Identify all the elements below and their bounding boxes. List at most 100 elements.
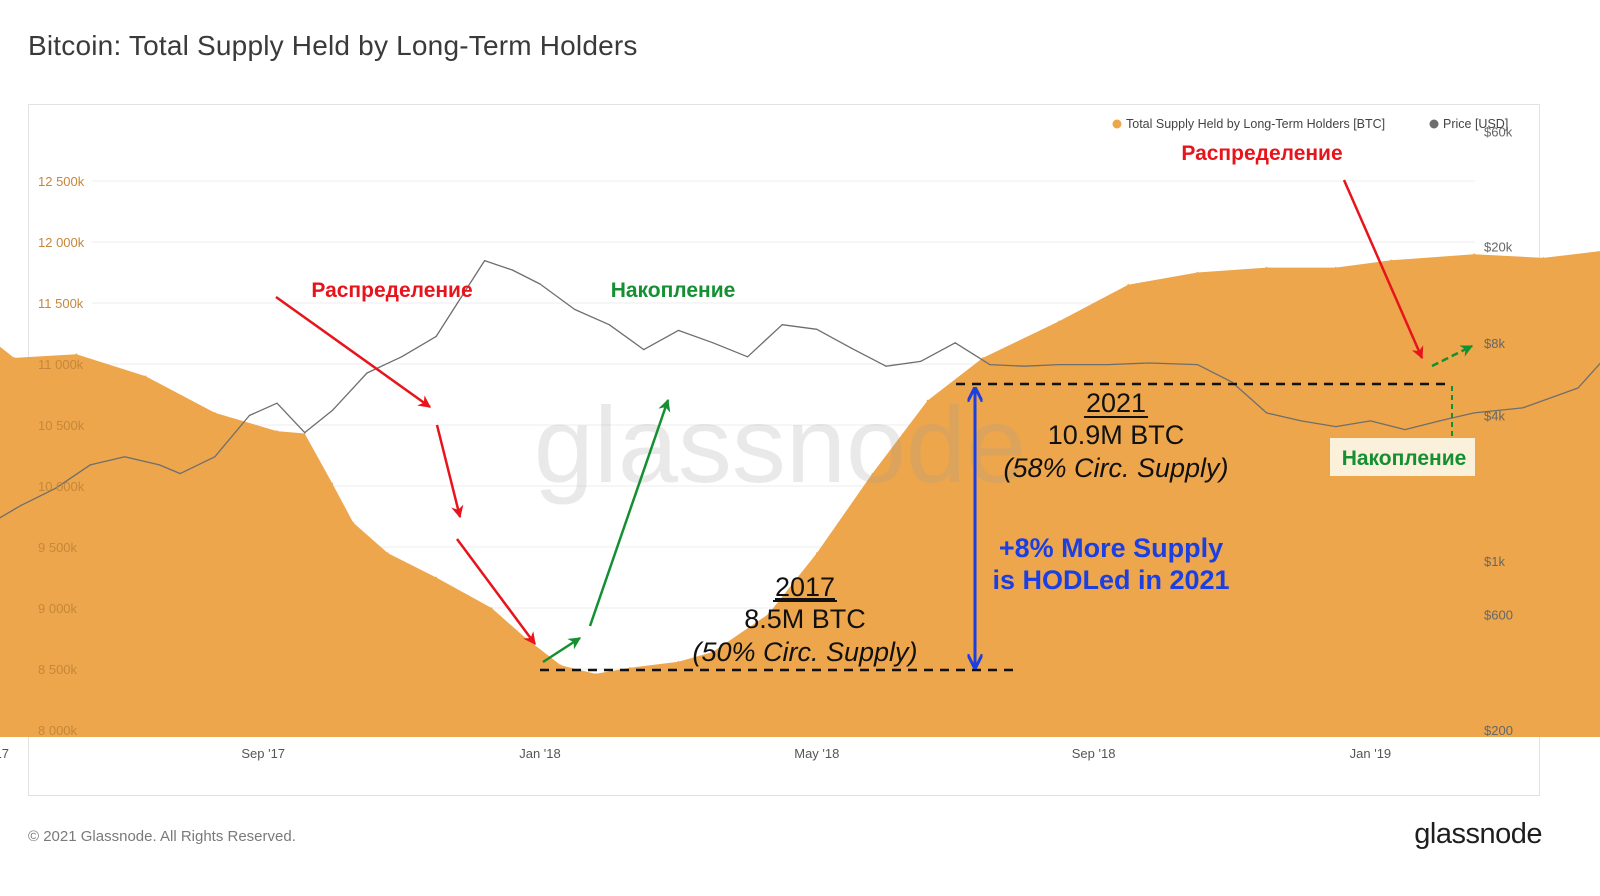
right-tick-label-5: $20k <box>1484 240 1513 255</box>
copyright-footer: © 2021 Glassnode. All Rights Reserved. <box>28 828 296 845</box>
left-tick-label-9: 12 500k <box>38 174 85 189</box>
supply-point-15 <box>144 375 147 378</box>
price-point-42 <box>677 329 680 331</box>
price-point-44 <box>747 356 749 358</box>
price-point-47 <box>850 347 853 349</box>
x-tick-label-6: Sep '18 <box>1072 746 1116 761</box>
supply-point-42 <box>1542 257 1545 259</box>
supply-point-24 <box>525 637 527 640</box>
left-tick-label-6: 11 000k <box>38 357 84 372</box>
price-point-53 <box>1058 364 1060 366</box>
price-point-62 <box>1404 429 1406 431</box>
price-point-34 <box>401 356 403 358</box>
price-line-layer <box>0 259 1600 519</box>
price-point-39 <box>574 308 576 310</box>
supply-point-29 <box>712 651 714 653</box>
price-point-66 <box>1577 387 1579 389</box>
supply-point-41 <box>1473 253 1475 255</box>
price-point-49 <box>920 360 922 362</box>
right-tick-label-2: $1k <box>1484 554 1505 569</box>
price-point-22 <box>20 504 22 506</box>
price-point-29 <box>248 414 250 417</box>
supply-point-19 <box>331 482 334 485</box>
price-point-57 <box>1231 381 1233 383</box>
supply-point-40 <box>1390 259 1392 262</box>
price-point-55 <box>1148 362 1150 364</box>
value-2021-label: 10.9M BTC <box>1048 420 1185 450</box>
accumulation-arrow-1b <box>588 398 671 627</box>
supply-point-28 <box>677 660 680 663</box>
price-point-26 <box>158 464 160 466</box>
left-tick-label-1: 8 500k <box>38 662 78 677</box>
pct-2017-label: (50% Circ. Supply) <box>692 637 917 667</box>
distribution-label-1: Распределение <box>311 279 472 302</box>
price-point-54 <box>1106 364 1108 366</box>
supply-point-32 <box>871 473 873 475</box>
year-2021-label: 2021 <box>1086 388 1146 418</box>
legend: Total Supply Held by Long-Term Holders [… <box>1112 117 1508 131</box>
price-point-27 <box>179 473 181 475</box>
price-point-30 <box>276 402 278 404</box>
glassnode-logo[interactable]: glassnode <box>1414 818 1542 850</box>
right-tick-label-3: $4k <box>1484 409 1505 424</box>
price-point-37 <box>511 269 513 271</box>
supply-point-16 <box>214 412 216 414</box>
watermark: glassnode <box>534 384 1026 505</box>
price-point-61 <box>1369 420 1371 422</box>
price-point-25 <box>124 456 126 458</box>
year-2017-label: 2017 <box>775 572 835 602</box>
supply-point-30 <box>767 613 770 615</box>
accumulation-arrow-2 <box>1431 344 1474 368</box>
price-point-23 <box>55 487 57 489</box>
price-point-64 <box>1473 412 1475 414</box>
x-tick-label-7: Jan '19 <box>1350 746 1392 761</box>
supply-point-27 <box>629 667 631 669</box>
price-point-60 <box>1335 426 1337 428</box>
supply-point-34 <box>982 357 984 359</box>
price-point-50 <box>954 342 956 344</box>
distribution-arrow-1a <box>275 295 432 409</box>
supply-point-17 <box>276 430 278 432</box>
distribution-label-2: Распределение <box>1181 142 1342 165</box>
distribution-arrow-2 <box>1342 179 1424 360</box>
supply-point-31 <box>816 552 818 554</box>
legend-supply-label[interactable]: Total Supply Held by Long-Term Holders [… <box>1126 117 1385 131</box>
price-point-65 <box>1522 407 1524 409</box>
price-point-63 <box>1439 420 1441 422</box>
price-point-45 <box>781 324 783 326</box>
supply-point-36 <box>1127 283 1129 286</box>
supply-area <box>0 251 1600 737</box>
x-tick-label-3: Sep '17 <box>241 746 285 761</box>
price-point-33 <box>366 372 368 374</box>
price-point-35 <box>435 335 437 337</box>
supply-point-38 <box>1265 266 1268 269</box>
legend-price-label[interactable]: Price [USD] <box>1443 117 1508 131</box>
right-tick-label-1: $600 <box>1484 608 1513 623</box>
price-point-41 <box>643 349 645 351</box>
price-point-40 <box>608 324 610 326</box>
price-point-56 <box>1196 364 1198 366</box>
x-tick-label-2: May '17 <box>0 746 9 761</box>
supply-point-22 <box>435 576 438 579</box>
price-point-24 <box>89 464 91 466</box>
accumulation-label-2: Накопление <box>1342 447 1467 470</box>
supply-point-26 <box>594 673 597 675</box>
legend-price-marker <box>1429 119 1439 129</box>
accumulation-arrow-1a <box>542 636 582 664</box>
distribution-arrow-1b <box>435 424 464 519</box>
more-supply-line-2: is HODLed in 2021 <box>992 565 1229 595</box>
right-tick-label-4: $8k <box>1484 336 1505 351</box>
left-tick-label-0: 8 000k <box>38 723 78 738</box>
value-2017-label: 8.5M BTC <box>744 604 866 634</box>
left-tick-label-5: 10 500k <box>38 418 85 433</box>
supply-point-13 <box>13 357 15 359</box>
pct-2021-label: (58% Circ. Supply) <box>1003 453 1228 483</box>
right-axis: $200 $600 $1k $4k $8k $20k $60k <box>1484 124 1513 738</box>
legend-supply-marker <box>1112 119 1122 129</box>
left-tick-label-3: 9 500k <box>38 540 78 555</box>
price-point-46 <box>816 328 818 330</box>
chart-title: Bitcoin: Total Supply Held by Long-Term … <box>28 30 638 61</box>
left-tick-label-2: 9 000k <box>38 601 78 616</box>
